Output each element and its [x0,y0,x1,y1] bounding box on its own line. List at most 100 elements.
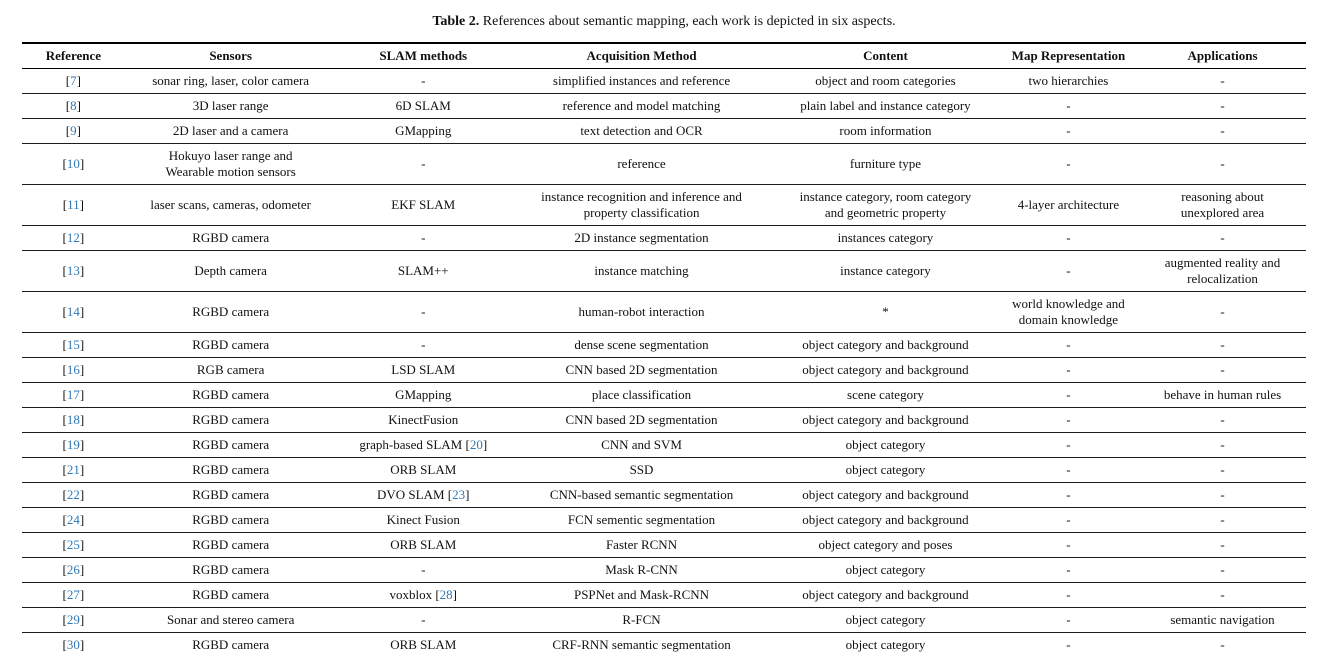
citation-link[interactable]: 10 [66,156,80,171]
citation-link[interactable]: 19 [66,437,80,452]
sensors-cell: RGBD camera [124,457,337,483]
table-row: [13] Depth camera SLAM++ instance matching i… [22,250,1306,292]
reference-cell: [26] [22,557,125,583]
column-header-reference: Reference [22,43,125,69]
table-row: [24] RGBD camera Kinect Fusion FCN sementic… [22,507,1306,533]
citation-link[interactable]: 13 [66,263,80,278]
citation-link[interactable]: 25 [66,537,80,552]
slam-methods-cell: ORB SLAM [336,457,510,483]
applications-cell: - [1139,632,1306,657]
citation-link[interactable]: 12 [66,230,80,245]
content-cell: object category and background [773,582,998,608]
citation-link[interactable]: 14 [66,304,80,319]
citation-link[interactable]: 24 [66,512,80,527]
content-cell: object category and background [773,407,998,433]
map-representation-cell: - [997,507,1140,533]
citation-link[interactable]: 15 [66,337,80,352]
column-header-acquisition-method: Acquisition Method [509,43,774,69]
applications-cell: behave in human rules [1139,382,1306,408]
column-header-slam-methods: SLAM methods [336,43,510,69]
content-cell: * [773,291,998,333]
map-representation-cell: - [997,93,1140,119]
map-representation-cell: - [997,382,1140,408]
slam-methods-cell: - [421,73,426,88]
slam-methods-cell: - [336,225,510,251]
citation-link[interactable]: 9 [70,123,77,138]
citation-link[interactable]: 29 [66,612,80,627]
citation-link[interactable]: 16 [66,362,80,377]
table-row: [30] RGBD camera ORB SLAM CRF-RNN semantic … [22,632,1306,657]
content-cell: object category and background [773,482,998,508]
table-row: [29] Sonar and stereo camera - R-FCN object … [22,607,1306,633]
content-cell: object category and background [773,357,998,383]
table-row: [10] Hokuyo laser range and Wearable moti… [22,143,1306,185]
sensors-cell: RGBD camera [124,557,337,583]
applications-cell: - [1139,457,1306,483]
citation-link[interactable]: 21 [66,462,80,477]
reference-cell: [7] [65,73,81,88]
citation-link[interactable]: 7 [70,73,77,88]
acquisition-method-cell: reference [509,143,774,185]
acquisition-method-cell: human-robot interaction [509,291,774,333]
acquisition-method-cell: instance recognition and inference and p… [509,184,774,226]
reference-cell: [18] [22,407,125,433]
slam-methods-cell: - [336,291,510,333]
citation-link[interactable]: 27 [66,587,80,602]
sensors-cell: RGBD camera [124,532,337,558]
citation-link[interactable]: 11 [67,197,80,212]
map-representation-cell: - [997,457,1140,483]
slam-methods-cell: ORB SLAM [336,632,510,657]
content-cell: instance category [773,250,998,292]
slam-methods-cell: - [336,332,510,358]
table-row: [11] laser scans, cameras, odometer EKF SL… [22,184,1306,226]
sensors-cell: 3D laser range [124,93,337,119]
column-header-applications: Applications [1139,43,1306,69]
applications-cell: - [1139,557,1306,583]
map-representation-cell: - [997,225,1140,251]
header-row: Reference Sensors SLAM methods Acquisition … [22,43,1306,69]
applications-cell: - [1139,225,1306,251]
map-representation-cell: - [997,332,1140,358]
sensors-cell: RGBD camera [124,332,337,358]
citation-link[interactable]: 18 [66,412,80,427]
slam-methods-cell: Kinect Fusion [336,507,510,533]
table-row: [27] RGBD camera voxblox [28] PSPNet and Ma… [22,582,1306,608]
map-representation-cell: - [997,632,1140,657]
applications-cell: - [1220,73,1225,88]
acquisition-method-cell: CNN and SVM [509,432,774,458]
slam-methods-cell: ORB SLAM [336,532,510,558]
citation-link[interactable]: 20 [469,437,483,452]
citation-link[interactable]: 17 [66,387,80,402]
content-cell: object category [773,557,998,583]
slam-methods-cell: voxblox [28] [336,582,510,608]
content-cell: object category [773,607,998,633]
table-row: [8] 3D laser range 6D SLAM reference and mo… [22,93,1306,119]
map-representation-cell: - [997,143,1140,185]
acquisition-method-cell: CRF-RNN semantic segmentation [509,632,774,657]
acquisition-method-cell: text detection and OCR [509,118,774,144]
reference-cell: [24] [22,507,125,533]
slam-methods-cell: - [336,557,510,583]
map-representation-cell: - [997,607,1140,633]
acquisition-method-cell: 2D instance segmentation [509,225,774,251]
acquisition-method-cell: instance matching [509,250,774,292]
slam-methods-cell: 6D SLAM [336,93,510,119]
applications-cell: - [1139,532,1306,558]
reference-cell: [10] [22,143,125,185]
applications-cell: augmented reality and relocalization [1139,250,1306,292]
citation-link[interactable]: 26 [66,562,80,577]
semantic-mapping-references-table: Reference Sensors SLAM methods Acquisition … [22,42,1306,657]
citation-link[interactable]: 30 [66,637,80,652]
applications-cell: - [1139,291,1306,333]
citation-link[interactable]: 8 [70,98,77,113]
table-row: [16] RGB camera LSD SLAM CNN based 2D segme… [22,357,1306,383]
citation-link[interactable]: 28 [439,587,453,602]
map-representation-cell: - [997,482,1140,508]
acquisition-method-cell: CNN based 2D segmentation [509,357,774,383]
acquisition-method-cell: R-FCN [509,607,774,633]
content-cell: room information [773,118,998,144]
citation-link[interactable]: 22 [66,487,80,502]
applications-cell: - [1139,432,1306,458]
citation-link[interactable]: 23 [452,487,466,502]
sensors-cell: RGBD camera [124,291,337,333]
